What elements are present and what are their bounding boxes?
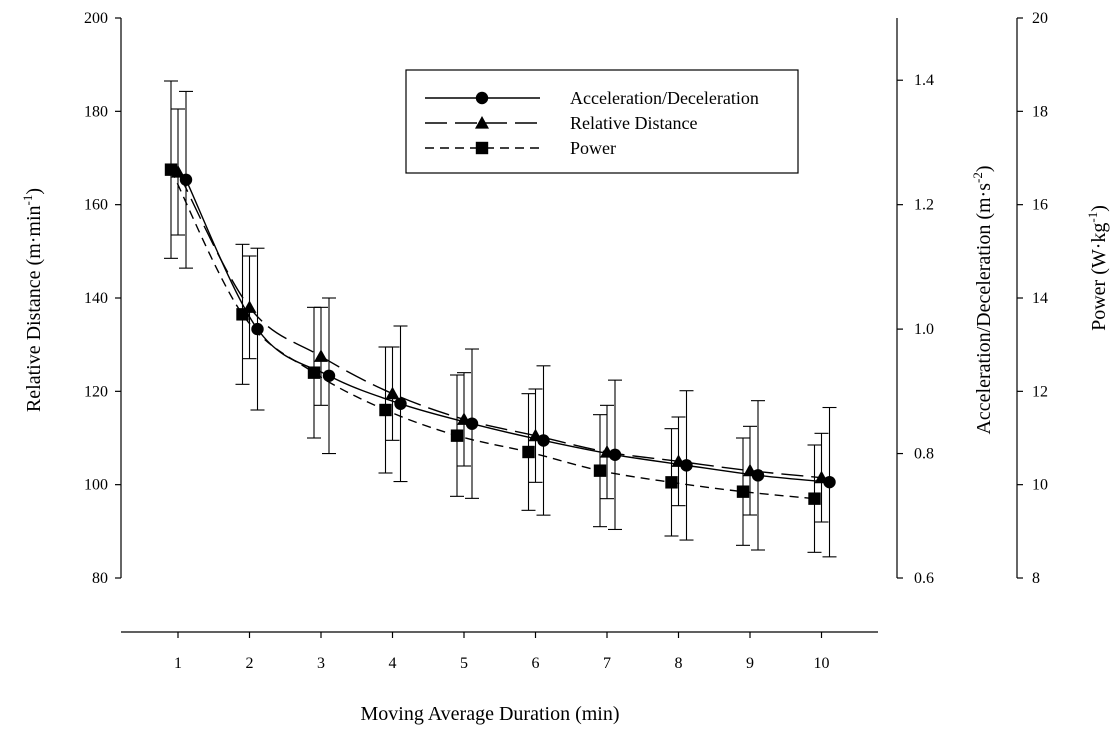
left-y-tick-label: 120 — [84, 383, 108, 400]
left-y-tick-label: 200 — [84, 10, 108, 27]
data-point — [236, 308, 249, 321]
data-point — [385, 386, 400, 400]
legend-marker — [475, 91, 489, 105]
right2-y-tick-label: 14 — [1032, 290, 1048, 307]
data-point — [593, 464, 607, 477]
x-axis: 1 2 3 4 5 6 7 8 9 10 Moving Average Duration (min… — [121, 631, 878, 725]
data-point — [736, 485, 750, 498]
right1-y-tick-label: 1.4 — [914, 72, 934, 89]
legend: Acceleration/Deceleration Relative Distan… — [405, 69, 799, 174]
data-point — [164, 163, 178, 176]
right1-y-tick-label: 1.0 — [914, 321, 934, 338]
right2-y-tick-label: 20 — [1032, 10, 1048, 27]
left-y-tick-label: 100 — [84, 477, 108, 494]
x-tick-label: 8 — [675, 655, 683, 672]
x-tick-label: 3 — [317, 655, 325, 672]
left-y-axis-title: Relative Distance (m·min-1) — [20, 188, 45, 412]
data-point — [528, 428, 543, 442]
data-point — [823, 475, 836, 489]
left-y-axis: 80 100 120 140 160 180 200 Relative Distance (… — [20, 10, 122, 587]
data-point — [394, 397, 407, 410]
right1-y-axis-title: Acceleration/Deceleration (m·s-2) — [970, 165, 995, 434]
data-point — [665, 476, 678, 489]
data-point — [608, 448, 622, 461]
legend-marker — [475, 116, 489, 129]
series-square — [164, 80, 822, 553]
right2-y-tick-label: 12 — [1032, 383, 1048, 400]
data-point — [379, 403, 392, 417]
legend-label: Acceleration/Deceleration — [570, 88, 759, 108]
x-tick-label: 4 — [389, 655, 397, 672]
legend-label: Relative Distance — [570, 113, 697, 133]
data-point — [457, 412, 471, 425]
right2-y-axis: 8 10 12 14 16 18 20 Power (W·kg-1) — [1016, 10, 1110, 587]
data-point — [743, 463, 757, 477]
x-tick-label: 9 — [746, 655, 754, 672]
data-point — [251, 322, 264, 336]
left-y-tick-label: 160 — [84, 197, 108, 214]
series-line — [185, 179, 830, 483]
legend-label: Power — [570, 138, 616, 158]
data-point — [537, 434, 550, 447]
series-circle — [179, 90, 837, 558]
data-point — [450, 429, 464, 442]
x-tick-label: 2 — [246, 655, 254, 672]
series-line — [170, 169, 815, 500]
x-axis-title: Moving Average Duration (min) — [360, 703, 619, 725]
x-tick-label: 1 — [174, 655, 182, 672]
data-point — [314, 349, 328, 362]
data-point — [808, 492, 821, 505]
right1-y-tick-label: 1.2 — [914, 197, 934, 214]
data-point — [522, 445, 535, 459]
right2-y-tick-label: 8 — [1032, 570, 1040, 587]
plot-area — [164, 80, 837, 558]
data-point — [600, 445, 614, 458]
series-line — [177, 171, 822, 479]
left-y-tick-label: 140 — [84, 290, 108, 307]
right1-y-tick-label: 0.8 — [914, 446, 934, 463]
data-point — [671, 454, 686, 467]
right1-y-tick-label: 0.6 — [914, 570, 934, 587]
data-point — [814, 470, 829, 484]
legend-marker — [475, 141, 489, 155]
right1-y-axis: 0.6 0.8 1.0 1.2 1.4 Acceleration/Deceleratio… — [896, 18, 995, 587]
legend-box — [405, 69, 799, 174]
data-point — [322, 369, 336, 382]
x-tick-label: 10 — [814, 655, 830, 672]
x-tick-label: 7 — [603, 655, 611, 672]
right2-y-tick-label: 18 — [1032, 103, 1048, 120]
data-point — [307, 366, 321, 379]
right2-y-tick-label: 16 — [1032, 197, 1048, 214]
left-y-tick-label: 80 — [92, 570, 108, 587]
right2-y-tick-label: 10 — [1032, 477, 1048, 494]
left-y-tick-label: 180 — [84, 103, 108, 120]
right2-y-axis-title: Power (W·kg-1) — [1085, 205, 1110, 331]
x-tick-label: 6 — [532, 655, 540, 672]
x-tick-label: 5 — [460, 655, 468, 672]
